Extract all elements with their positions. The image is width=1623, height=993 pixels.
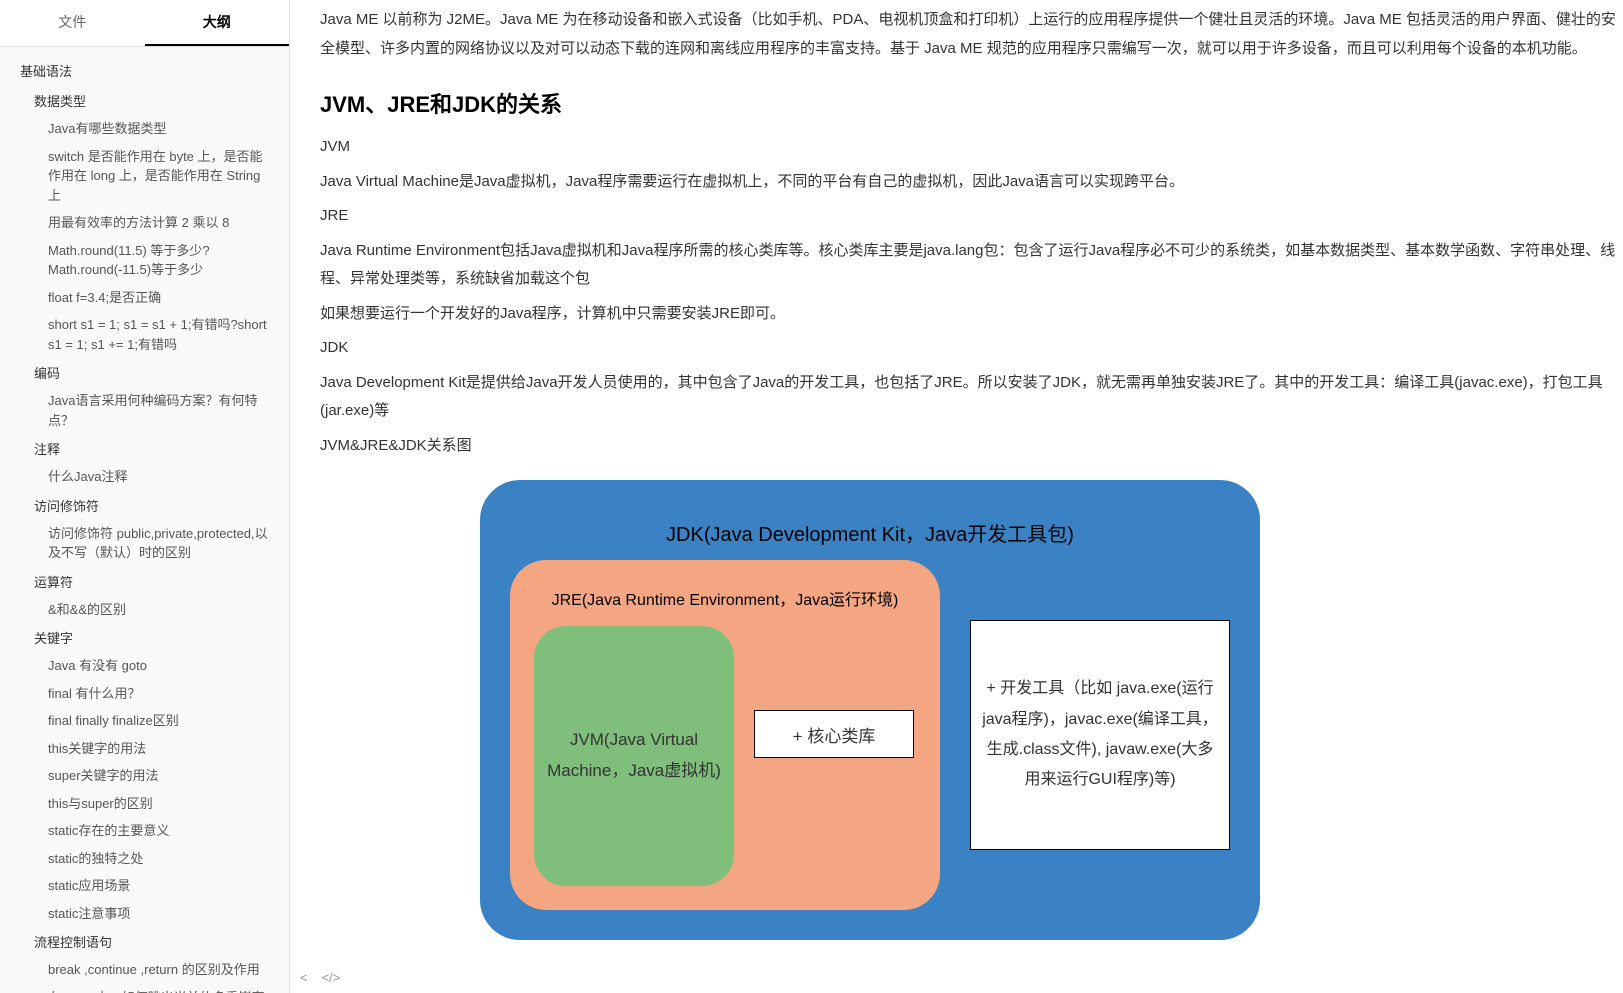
paragraph: JVM [320, 133, 1623, 162]
outline-item[interactable]: super关键字的用法 [0, 762, 289, 790]
outline-item[interactable]: Java 有没有 goto [0, 652, 289, 680]
paragraph: Java Development Kit是提供给Java开发人员使用的，其中包含… [320, 369, 1623, 426]
heading-jvm-jre-jdk: JVM、JRE和JDK的关系 [320, 87, 1623, 119]
outline-item[interactable]: static应用场景 [0, 872, 289, 900]
outline-item[interactable]: static的独特之处 [0, 845, 289, 873]
paragraph: JVM&JRE&JDK关系图 [320, 432, 1623, 461]
paragraph: Java Runtime Environment包括Java虚拟机和Java程序… [320, 237, 1623, 294]
outline-item[interactable]: break ,continue ,return 的区别及作用 [0, 956, 289, 984]
paragraph: JRE [320, 202, 1623, 231]
lib-box: + 核心类库 [754, 710, 914, 758]
bottom-toolbar: < </> [300, 970, 340, 985]
outline-item[interactable]: 用最有效率的方法计算 2 乘以 8 [0, 209, 289, 237]
main-content: Java ME 以前称为 J2ME。Java ME 为在移动设备和嵌入式设备（比… [290, 0, 1623, 993]
outline-item[interactable]: 在 Java 中，如何跳出当前的多重嵌套循环 [0, 984, 289, 993]
outline-item[interactable]: this与super的区别 [0, 790, 289, 818]
paragraph: 如果想要运行一个开发好的Java程序，计算机中只需要安装JRE即可。 [320, 300, 1623, 329]
outline-item[interactable]: 编码 [0, 358, 289, 387]
outline-item[interactable]: 运算符 [0, 567, 289, 596]
jdk-box: JDK(Java Development Kit，Java开发工具包) JRE(… [480, 480, 1260, 940]
code-icon[interactable]: </> [322, 970, 341, 985]
tab-file[interactable]: 文件 [0, 0, 145, 46]
paragraph: JDK [320, 334, 1623, 363]
outline-item[interactable]: 访问修饰符 [0, 491, 289, 520]
outline-item[interactable]: 什么Java注释 [0, 463, 289, 491]
outline-item[interactable]: 流程控制语句 [0, 927, 289, 956]
jre-box: JRE(Java Runtime Environment，Java运行环境) J… [510, 560, 940, 910]
outline-item[interactable]: &和&&的区别 [0, 596, 289, 624]
outline-item[interactable]: final finally finalize区别 [0, 707, 289, 735]
sidebar: 文件 大纲 基础语法数据类型Java有哪些数据类型switch 是否能作用在 b… [0, 0, 290, 993]
outline-item[interactable]: Math.round(11.5) 等于多少? Math.round(-11.5)… [0, 237, 289, 284]
jre-title: JRE(Java Runtime Environment，Java运行环境) [526, 576, 924, 620]
outline-item[interactable]: 注释 [0, 434, 289, 463]
outline-item[interactable]: float f=3.4;是否正确 [0, 284, 289, 312]
outline-item[interactable]: switch 是否能作用在 byte 上，是否能作用在 long 上，是否能作用… [0, 143, 289, 210]
outline-item[interactable]: 关键字 [0, 623, 289, 652]
outline-item[interactable]: this关键字的用法 [0, 735, 289, 763]
paragraph: Java Virtual Machine是Java虚拟机，Java程序需要运行在… [320, 168, 1623, 197]
outline-item[interactable]: final 有什么用？ [0, 680, 289, 708]
back-icon[interactable]: < [300, 970, 308, 985]
jvm-box: JVM(Java Virtual Machine，Java虚拟机) [534, 626, 734, 886]
outline-item[interactable]: short s1 = 1; s1 = s1 + 1;有错吗?short s1 =… [0, 311, 289, 358]
tab-outline[interactable]: 大纲 [145, 0, 290, 46]
outline-item[interactable]: 基础语法 [0, 55, 289, 86]
paragraph: Java ME 以前称为 J2ME。Java ME 为在移动设备和嵌入式设备（比… [320, 6, 1623, 63]
jvm-jre-jdk-diagram: JDK(Java Development Kit，Java开发工具包) JRE(… [480, 480, 1260, 940]
outline-item[interactable]: static注意事项 [0, 900, 289, 928]
outline-item[interactable]: 数据类型 [0, 86, 289, 115]
outline-item[interactable]: Java有哪些数据类型 [0, 115, 289, 143]
outline-item[interactable]: Java语言采用何种编码方案？有何特点？ [0, 387, 289, 434]
jdk-title: JDK(Java Development Kit，Java开发工具包) [500, 500, 1240, 557]
tools-box: + 开发工具（比如 java.exe(运行java程序)，javac.exe(编… [970, 620, 1230, 850]
outline-item[interactable]: 访问修饰符 public,private,protected,以及不写（默认）时… [0, 520, 289, 567]
sidebar-tabs: 文件 大纲 [0, 0, 289, 47]
outline-item[interactable]: static存在的主要意义 [0, 817, 289, 845]
outline-list[interactable]: 基础语法数据类型Java有哪些数据类型switch 是否能作用在 byte 上，… [0, 47, 289, 993]
